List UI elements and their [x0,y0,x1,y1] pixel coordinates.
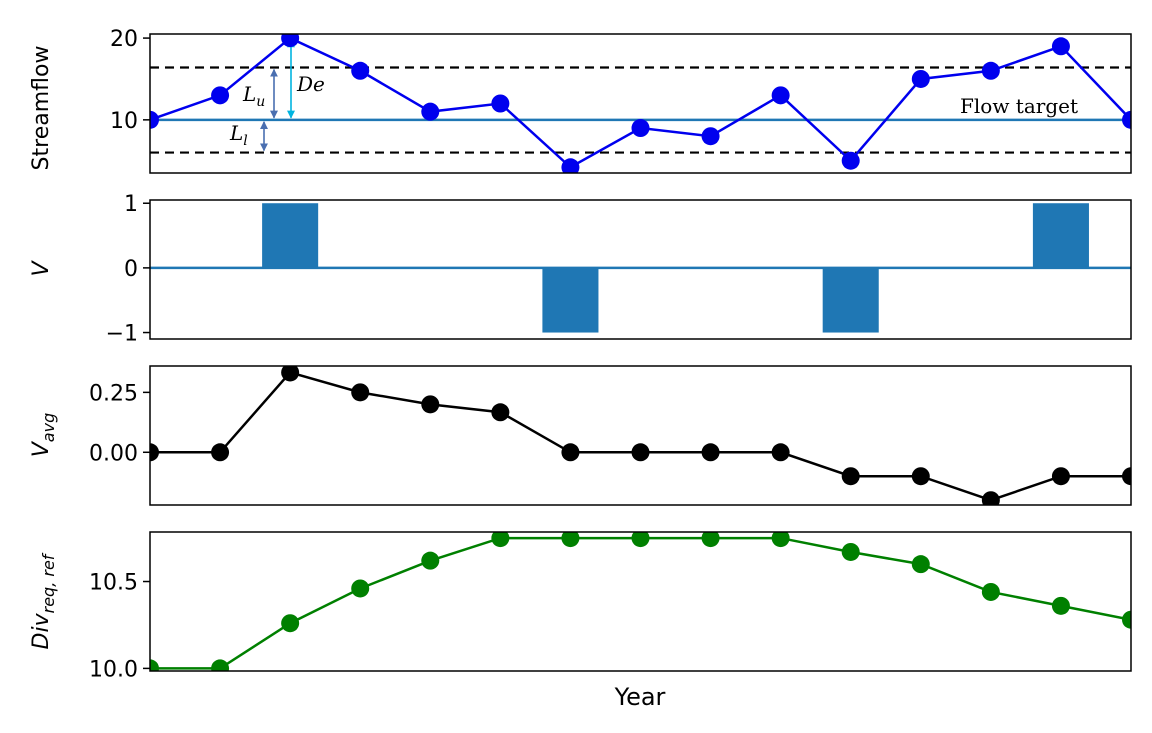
data-point [1122,610,1131,629]
data-point [491,94,510,113]
lower-limit-label: Ll [229,121,248,149]
data-point [701,127,720,146]
v-axes-frame [149,199,1132,340]
div-panel: Divreq, ref 10.5 10.0 Year [29,531,1132,711]
data-point [631,532,650,548]
vavg-ylabel: Vavg [29,413,58,458]
data-point [491,532,510,548]
data-point [351,579,370,598]
ytick-label: 0.25 [89,381,138,406]
xlabel-year: Year [614,683,666,711]
data-point [351,383,370,402]
data-point [281,366,300,382]
data-point [150,110,159,129]
div-ylabel: Divreq, ref [29,552,58,649]
div-axes-frame [149,531,1132,672]
data-point [771,443,790,462]
data-point [421,395,440,414]
data-point [631,443,650,462]
data-point [981,491,1000,505]
streamflow-axes-frame [149,33,1132,174]
data-point [351,61,370,80]
data-point [150,443,159,462]
div-plot [150,532,1131,671]
data-point [1051,37,1070,56]
series-line [150,371,1131,502]
ytick-label: 20 [110,27,138,52]
v-plot [150,203,1131,333]
data-point [281,614,300,633]
streamflow-yticks: 10 20 [110,27,150,134]
deviation-label: De [296,72,325,96]
data-point [841,467,860,486]
data-point [981,61,1000,80]
data-point [1122,467,1131,486]
data-point [841,151,860,170]
vavg-axes-frame [149,365,1132,506]
v-panel: V 1 0 −1 [29,192,1132,347]
data-point [211,659,230,671]
vavg-plot [150,366,1131,505]
div-yticks: 10.5 10.0 [89,571,150,682]
vavg-yticks: 0.25 0.00 [89,381,150,466]
ytick-label: 10.0 [89,657,138,682]
flow-target-label: Flow target [960,94,1078,118]
data-point [281,34,300,48]
v-ylabel: V [29,260,54,277]
data-point [561,158,580,173]
data-point [771,86,790,105]
vavg-panel: Vavg 0.25 0.00 [29,365,1132,506]
ytick-label: 0.00 [89,441,138,466]
data-point [911,69,930,88]
ytick-label: 1 [124,192,138,217]
v-bar [542,267,599,333]
upper-limit-label: Lu [242,82,265,110]
v-bar [1032,203,1089,268]
series-line [150,536,1131,670]
data-point [701,532,720,548]
data-point [421,551,440,570]
data-point [561,532,580,548]
data-point [211,443,230,462]
v-bar [262,203,319,268]
streamflow-panel: Streamflow 10 20 Flow target Lu Ll De [29,27,1132,174]
data-point [150,659,159,671]
streamflow-plot [150,34,1131,173]
data-point [421,102,440,121]
data-point [1051,467,1070,486]
data-point [491,403,510,422]
streamflow-ylabel: Streamflow [29,46,54,171]
ytick-label: 10.5 [89,571,138,596]
data-point [211,86,230,105]
ytick-label: −1 [106,322,138,347]
data-point [841,542,860,561]
data-point [981,582,1000,601]
data-point [1051,596,1070,615]
v-yticks: 1 0 −1 [106,192,150,347]
ytick-label: 10 [110,109,138,134]
data-point [771,532,790,548]
data-point [701,443,720,462]
data-point [1122,110,1131,129]
data-point [911,555,930,574]
data-point [561,443,580,462]
v-bar [822,267,879,333]
ytick-label: 0 [124,257,138,282]
data-point [911,467,930,486]
data-point [631,119,650,138]
